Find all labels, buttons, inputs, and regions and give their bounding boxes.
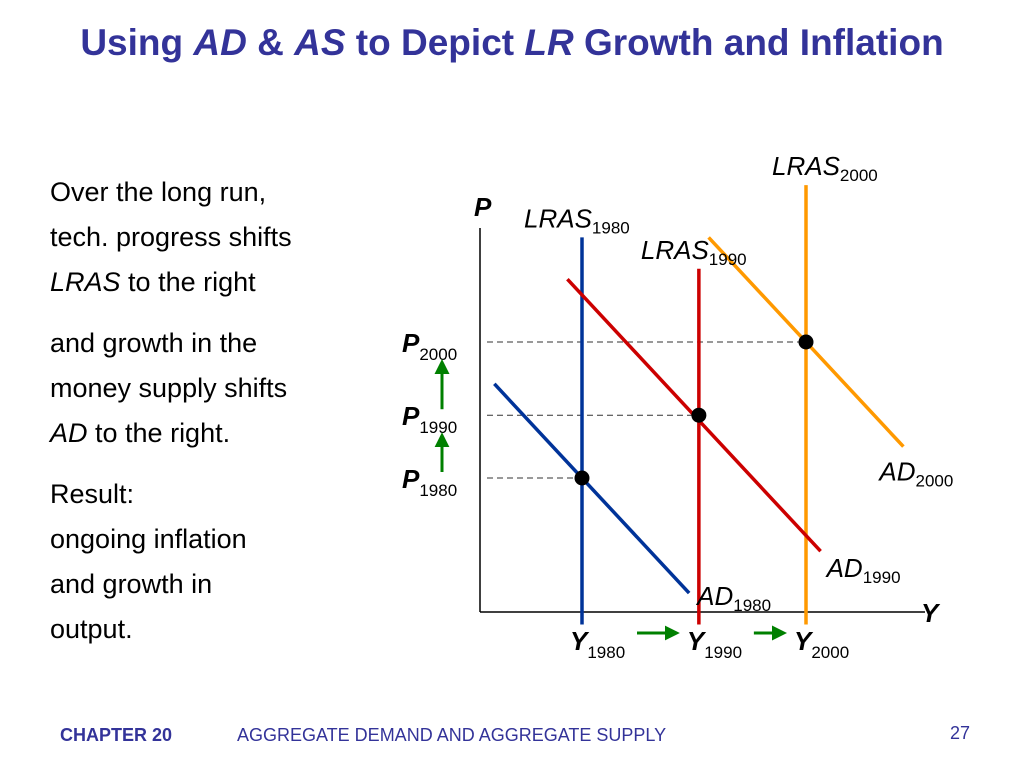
title-text-1: Using bbox=[80, 22, 194, 63]
body-paragraph-3: Result: ongoing inflation and growth in … bbox=[50, 472, 380, 652]
x-tick-label-2000: Y2000 bbox=[794, 626, 849, 662]
body-p3-line2: ongoing inflation bbox=[50, 524, 247, 554]
body-p3-line4: output. bbox=[50, 614, 133, 644]
title-lr: LR bbox=[524, 22, 574, 63]
x-tick-label-1980: Y1980 bbox=[570, 626, 625, 662]
equilibrium-point-eq-2000 bbox=[798, 334, 814, 350]
slide-title: Using AD & AS to Depict LR Growth and In… bbox=[40, 20, 984, 66]
arrows-layer bbox=[434, 359, 787, 641]
series-label-ad2000: AD2000 bbox=[877, 457, 953, 491]
footer-chapter: CHAPTER 20 bbox=[60, 725, 173, 745]
series-label-lras1980: LRAS1980 bbox=[524, 203, 630, 237]
equilibrium-point-eq-1980 bbox=[574, 470, 590, 486]
title-ad: AD bbox=[193, 22, 247, 63]
y-tick-label-1990: P1990 bbox=[402, 401, 457, 437]
body-p1-rest: to the right bbox=[120, 267, 256, 297]
title-text-4: Growth and Inflation bbox=[573, 22, 944, 63]
body-text: Over the long run, tech. progress shifts… bbox=[50, 170, 380, 668]
title-text-2: & bbox=[246, 22, 295, 63]
body-p2-line1: and growth in the bbox=[50, 328, 258, 358]
title-as: AS bbox=[294, 22, 346, 63]
body-p1-line1: Over the long run, bbox=[50, 177, 267, 207]
y-tick-label-1980: P1980 bbox=[402, 464, 457, 500]
body-p2-rest: to the right. bbox=[87, 418, 231, 448]
y-axis-label: P bbox=[474, 192, 492, 222]
page-number: 27 bbox=[950, 723, 971, 743]
series-label-ad1990: AD1990 bbox=[825, 553, 901, 587]
body-p2-line2: money supply shifts bbox=[50, 373, 288, 403]
labels-layer: P Y LRAS1980 LRAS1990 LRAS2000 AD1980 AD1990 AD… bbox=[402, 151, 953, 662]
series-label-lras1990: LRAS1990 bbox=[641, 235, 747, 269]
body-paragraph-1: Over the long run, tech. progress shifts… bbox=[50, 170, 380, 305]
body-p3-line3: and growth in bbox=[50, 569, 213, 599]
series-line-ad1980 bbox=[493, 382, 691, 595]
x-axis-label: Y bbox=[921, 598, 941, 628]
points-layer bbox=[574, 334, 814, 486]
body-p1-italic: LRAS bbox=[50, 267, 121, 297]
footer-subtitle: AGGREGATE DEMAND AND AGGREGATE SUPPLY bbox=[237, 725, 667, 745]
body-p2-italic: AD bbox=[50, 418, 88, 448]
equilibrium-point-eq-1990 bbox=[691, 407, 707, 423]
body-paragraph-2: and growth in the money supply shifts AD… bbox=[50, 321, 380, 456]
series-label-lras2000: LRAS2000 bbox=[772, 151, 878, 185]
axes-layer bbox=[479, 228, 925, 613]
y-tick-label-2000: P2000 bbox=[402, 328, 457, 364]
title-text-3: to Depict bbox=[345, 22, 525, 63]
x-tick-label-1990: Y1990 bbox=[687, 626, 742, 662]
body-p3-line1: Result: bbox=[50, 479, 135, 509]
body-p1-line2: tech. progress shifts bbox=[50, 222, 292, 252]
series-label-ad1980: AD1980 bbox=[695, 581, 771, 615]
